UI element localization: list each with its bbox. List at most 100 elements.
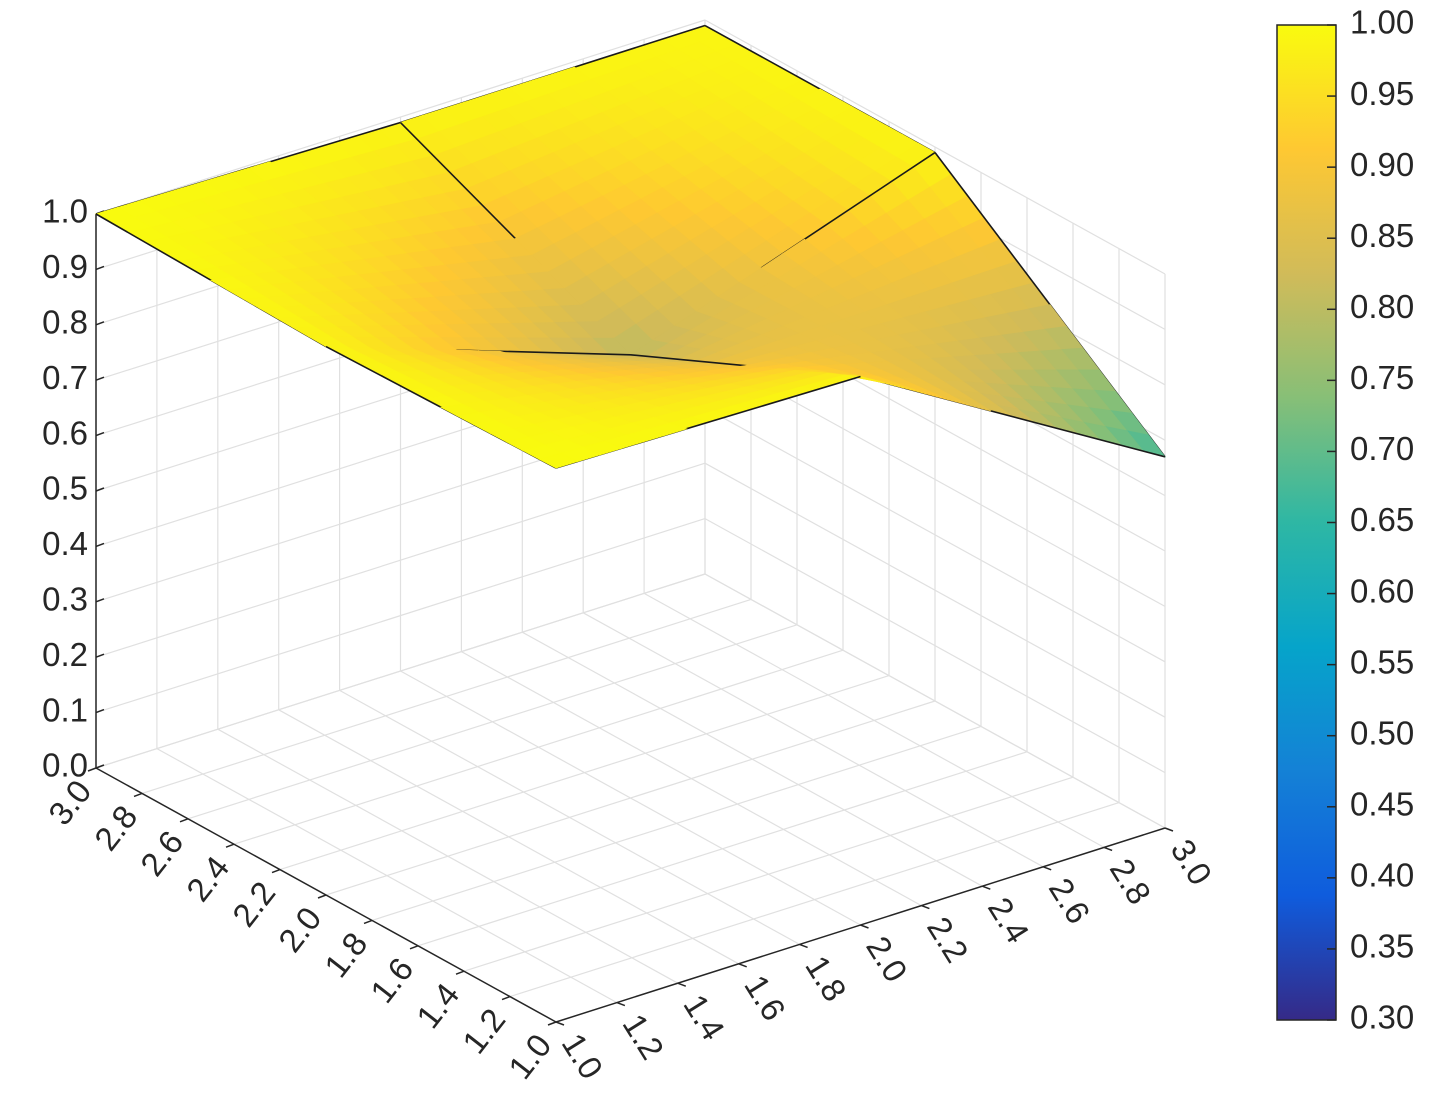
grid-line: [704, 407, 1166, 663]
z-tick-label: 0.0: [42, 747, 88, 784]
grid-line: [371, 725, 982, 921]
grid-line: [509, 802, 1120, 998]
grid-line: [279, 675, 890, 871]
x-tick-label: 1.4: [676, 988, 732, 1047]
tick-mark: [555, 1021, 565, 1026]
y-tick-label: 1.0: [501, 1027, 558, 1086]
colorbar-tick-label: 0.30: [1350, 999, 1414, 1036]
grid-line: [187, 624, 798, 820]
colorbar-tick-label: 0.60: [1350, 572, 1414, 609]
z-tick-label: 0.5: [42, 470, 88, 507]
grid-line: [704, 518, 1166, 774]
tick-mark: [738, 963, 747, 968]
colorbar-tick-label: 0.35: [1350, 928, 1414, 965]
y-tick-label: 1.6: [363, 951, 420, 1010]
colorbar-tick-label: 0.65: [1350, 501, 1414, 538]
z-tick-label: 0.8: [42, 304, 88, 341]
tick-mark: [95, 431, 105, 437]
tick-mark: [225, 843, 235, 848]
grid-line: [325, 700, 936, 896]
tick-mark: [677, 982, 687, 987]
z-tick-label: 0.6: [42, 414, 88, 451]
x-tick-label: 3.0: [1164, 833, 1220, 892]
y-tick-label: 2.2: [225, 874, 282, 933]
tick-mark: [179, 818, 189, 823]
x-tick-label: 1.2: [616, 1007, 672, 1066]
x-tick-label: 2.6: [1042, 872, 1098, 931]
tick-mark: [1042, 866, 1052, 871]
tick-mark: [799, 943, 808, 949]
grid-line: [95, 573, 706, 769]
tick-mark: [501, 995, 511, 1001]
colorbar-tick-label: 0.85: [1350, 217, 1414, 254]
colorbar-tick-label: 0.75: [1350, 359, 1414, 396]
tick-mark: [547, 1021, 557, 1026]
colorbar-tick-label: 0.40: [1350, 857, 1414, 894]
x-tick-label: 2.2: [920, 910, 976, 969]
y-tick-label: 2.8: [87, 798, 144, 857]
tick-mark: [921, 904, 930, 910]
y-tick-label: 2.6: [133, 824, 190, 883]
tick-mark: [133, 792, 143, 798]
colorbar-tick-label: 0.55: [1350, 643, 1414, 680]
grid-line: [463, 776, 1074, 972]
tick-mark: [363, 919, 373, 925]
tick-mark: [409, 945, 419, 950]
z-tick-label: 0.1: [42, 691, 88, 728]
grid-line: [141, 598, 752, 794]
colorbar-tick-label: 0.50: [1350, 714, 1414, 751]
y-tick-label: 1.4: [409, 976, 466, 1035]
tick-mark: [860, 924, 869, 929]
z-tick-label: 0.3: [42, 581, 88, 618]
z-tick-label: 0.7: [42, 359, 88, 396]
z-tick-label: 0.4: [42, 525, 88, 562]
grid-line: [95, 19, 706, 215]
x-tick-label: 1.0: [555, 1027, 611, 1086]
z-tick-label: 0.9: [42, 248, 88, 285]
y-tick-label: 1.2: [455, 1001, 512, 1060]
tick-mark: [616, 1001, 626, 1007]
grid-line: [233, 649, 844, 845]
z-tick-label: 0.2: [42, 636, 88, 673]
colorbar-tick-label: 0.70: [1350, 430, 1414, 467]
x-tick-label: 2.4: [981, 891, 1037, 950]
x-tick-label: 2.8: [1103, 852, 1159, 911]
colorbar-tick-label: 0.80: [1350, 288, 1414, 325]
x-tick-label: 1.8: [798, 949, 854, 1008]
colorbar-tick-label: 0.90: [1350, 146, 1414, 183]
tick-mark: [95, 376, 105, 381]
tick-mark: [95, 764, 105, 769]
tick-mark: [1164, 827, 1174, 832]
colorbar-tick-label: 1.00: [1350, 4, 1414, 41]
tick-mark: [95, 598, 105, 603]
y-tick-label: 1.8: [317, 925, 374, 984]
grid-line: [417, 751, 1028, 947]
y-tick-label: 2.0: [271, 900, 328, 959]
z-tick-label: 1.0: [42, 193, 88, 230]
grid-line: [704, 19, 1166, 275]
tick-mark: [95, 708, 105, 714]
grid-line: [95, 518, 706, 714]
grid-line: [704, 462, 1166, 718]
grid-line: [704, 573, 1166, 829]
tick-mark: [982, 885, 991, 890]
x-tick-label: 1.6: [737, 969, 793, 1028]
tick-mark: [95, 265, 105, 271]
colorbar-tick-label: 0.95: [1350, 75, 1414, 112]
tick-mark: [95, 487, 105, 492]
colorbar: [1276, 24, 1337, 1021]
tick-mark: [95, 542, 105, 548]
tick-mark: [455, 970, 465, 975]
tick-mark: [95, 321, 105, 326]
tick-mark: [95, 653, 105, 658]
tick-mark: [271, 868, 281, 874]
grid-line: [95, 462, 706, 658]
tick-mark: [317, 894, 327, 899]
colorbar-tick-label: 0.45: [1350, 786, 1414, 823]
surface-patch: [538, 452, 579, 469]
y-tick-label: 2.4: [179, 849, 236, 908]
x-tick-label: 2.0: [859, 930, 915, 989]
tick-mark: [87, 767, 97, 772]
tick-mark: [1103, 846, 1113, 852]
